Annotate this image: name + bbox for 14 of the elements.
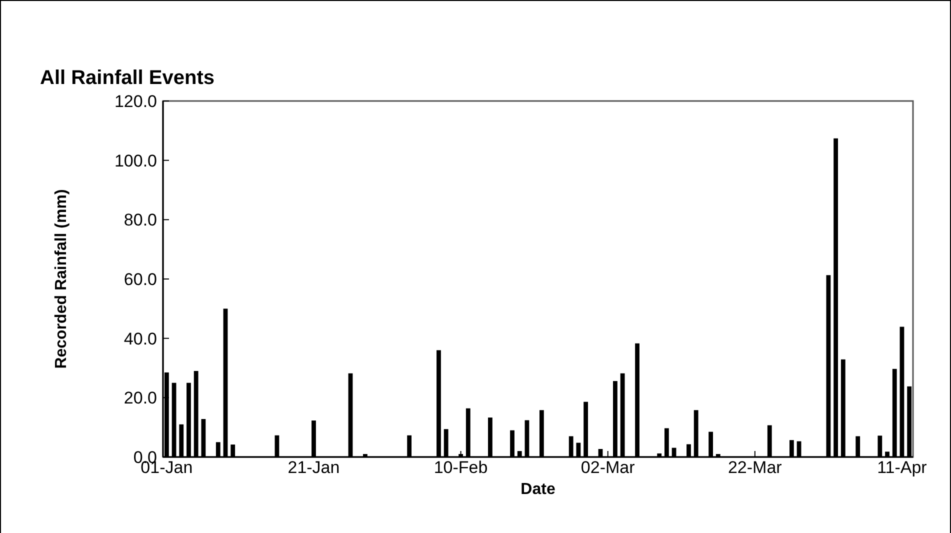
x-tick-label: 22-Mar: [728, 458, 782, 477]
y-tick-label: 60.0: [124, 270, 157, 289]
y-tick-label: 120.0: [114, 92, 157, 111]
x-axis-title: Date: [520, 481, 556, 498]
x-tick-label: 21-Jan: [288, 458, 340, 477]
y-tick-label: 80.0: [124, 210, 157, 230]
y-axis-title: Recorded Rainfall (mm): [53, 189, 70, 369]
y-tick-label: 40.0: [124, 329, 157, 348]
chart-title: All Rainfall Events: [40, 67, 214, 89]
y-tick-label: 100.0: [114, 151, 157, 170]
x-tick-label: 10-Feb: [434, 458, 488, 477]
y-tick-label: 20.0: [124, 388, 157, 408]
x-tick-label: 11-Apr: [877, 458, 928, 477]
x-tick-label: 02-Mar: [580, 458, 636, 477]
